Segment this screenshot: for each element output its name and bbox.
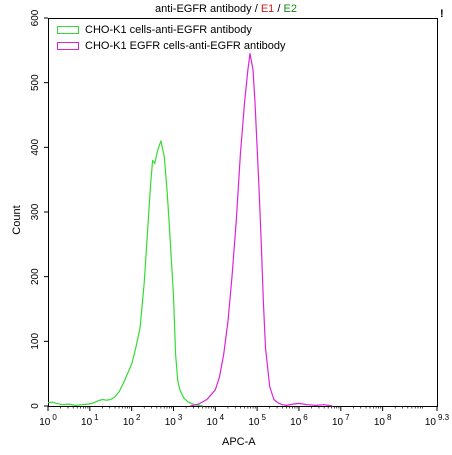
y-tick-label-0: 0 <box>30 403 41 409</box>
title-separator: / <box>277 3 281 15</box>
y-tick-label-6: 600 <box>30 9 41 26</box>
x-axis: 10 0 10 1 10 2 10 3 10 4 10 5 10 6 10 7 10 8 10 9.3 <box>39 406 450 428</box>
y-axis-label: Count <box>11 205 23 235</box>
series-group <box>47 53 333 407</box>
x-tick-label-3: 10 3 <box>165 413 183 428</box>
x-tick-label-7: 10 7 <box>332 413 350 428</box>
legend-label-series-2: CHO-K1 EGFR cells-anti-EGFR antibody <box>85 40 286 52</box>
x-tick-label-6: 10 6 <box>290 413 308 428</box>
y-tick-label-3: 300 <box>30 203 41 220</box>
title-e1: E1 <box>260 3 275 15</box>
series-line-1 <box>47 140 203 407</box>
x-tick-label-8: 10 8 <box>374 413 392 428</box>
title-prefix: anti-EGFR antibody / <box>155 3 258 15</box>
y-tick-label-5: 500 <box>30 74 41 91</box>
y-tick-label-2: 200 <box>30 268 41 285</box>
x-tick-label-5: 10 5 <box>248 413 266 428</box>
x-tick-label-2: 10 2 <box>123 413 141 428</box>
legend-label-series-1: CHO-K1 cells-anti-EGFR antibody <box>85 24 252 36</box>
legend-swatch-series-2 <box>57 42 79 50</box>
x-tick-label-4: 10 4 <box>207 413 225 428</box>
x-tick-label-1: 10 1 <box>81 413 99 428</box>
chart-title: anti-EGFR antibody / E1 / E2 <box>0 3 452 15</box>
x-tick-label-9: 10 9.3 <box>425 413 450 428</box>
legend: CHO-K1 cells-anti-EGFR antibody CHO-K1 E… <box>57 22 286 54</box>
y-tick-label-1: 100 <box>30 333 41 350</box>
legend-swatch-series-1 <box>57 26 79 34</box>
x-tick-label-0: 10 0 <box>39 413 57 428</box>
y-tick-label-4: 400 <box>30 139 41 156</box>
title-e2: E2 <box>283 3 297 15</box>
corner-mark: ! <box>440 8 444 20</box>
plot-area-frame <box>48 18 438 407</box>
legend-item-series-2: CHO-K1 EGFR cells-anti-EGFR antibody <box>57 38 286 54</box>
series-line-2 <box>190 53 333 407</box>
legend-item-series-1: CHO-K1 cells-anti-EGFR antibody <box>57 22 286 38</box>
y-axis: 0 100 200 300 400 500 600 <box>30 9 48 409</box>
x-axis-label: APC-A <box>222 436 256 448</box>
